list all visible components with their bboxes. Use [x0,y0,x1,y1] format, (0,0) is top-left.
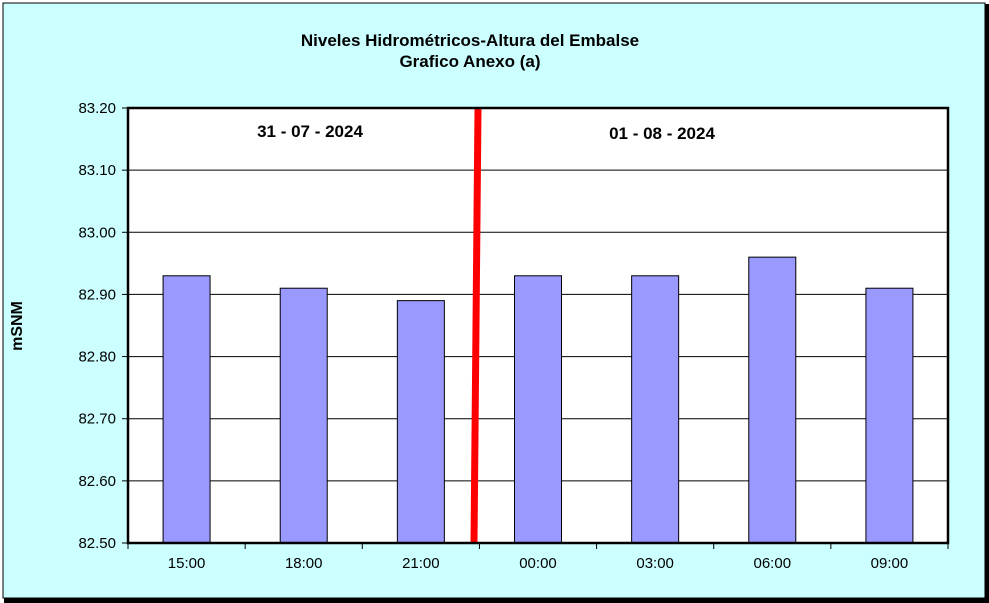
x-tick-label: 15:00 [168,555,206,572]
bar [279,287,328,544]
bar [748,256,797,544]
bar [865,287,914,544]
date-label-right: 01 - 08 - 2024 [609,124,715,143]
shadow-right [985,4,989,603]
y-tick-label: 83.10 [78,162,116,179]
bar [514,275,562,544]
x-tick-label: 03:00 [636,555,674,572]
y-tick-label: 83.00 [78,224,116,241]
y-tick-label: 82.80 [78,349,116,366]
y-tick-label: 83.20 [78,100,116,117]
x-tick-label: 00:00 [519,555,557,572]
date-label-left: 31 - 07 - 2024 [257,122,363,141]
chart-title: Niveles Hidrométricos-Altura del Embalse [301,31,639,50]
x-tick-label: 06:00 [754,555,792,572]
y-axis-label: mSNM [9,301,26,351]
y-tick-label: 82.50 [78,535,116,552]
chart-subtitle: Grafico Anexo (a) [399,52,540,71]
day-divider-line [470,107,482,544]
x-tick-label: 18:00 [285,555,323,572]
shadow-bottom [4,598,989,603]
y-tick-label: 82.60 [78,473,116,490]
y-tick-label: 82.70 [78,411,116,428]
bar [162,275,211,544]
bar [631,275,680,544]
bar [396,300,445,544]
y-tick-label: 82.90 [78,286,116,303]
x-tick-label: 21:00 [402,555,440,572]
x-tick-label: 09:00 [871,555,909,572]
plot-border [126,106,950,545]
